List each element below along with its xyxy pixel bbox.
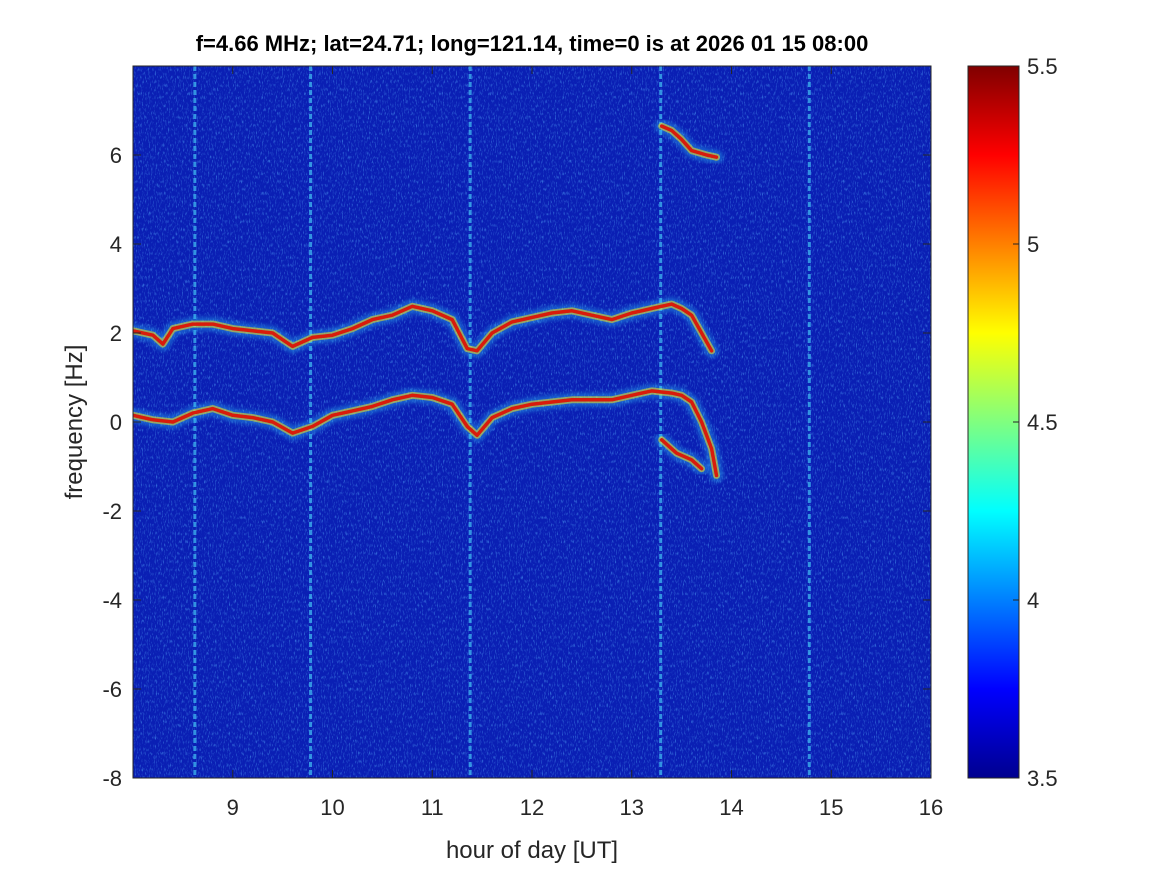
colorbar-tick-label: 5 [1027,232,1039,257]
x-tick-label: 13 [620,795,644,820]
x-tick-label: 16 [919,795,943,820]
x-axis-ticks: 9 10 11 12 13 14 15 16 [227,66,943,820]
x-tick-label: 10 [320,795,344,820]
colorbar [967,65,1020,779]
x-tick-label: 14 [719,795,743,820]
x-axis-label: hour of day [UT] [446,837,618,864]
x-tick-label: 11 [421,795,444,820]
y-tick-label: -4 [102,588,122,613]
trace-core [659,438,704,471]
y-tick-label: -8 [102,766,122,791]
x-tick-label: 12 [520,795,544,820]
colorbar-tick-label: 4 [1027,588,1039,613]
doppler-trace [133,383,724,483]
x-tick-label: 9 [227,795,239,820]
colorbar-tick-label: 4.5 [1027,410,1058,435]
x-tick-label: 15 [819,795,843,820]
trace-core [133,302,714,353]
y-tick-label: 0 [110,410,122,435]
doppler-trace [654,119,724,165]
y-axis-ticks: -8 -6 -4 -2 0 2 4 6 [102,143,931,791]
y-tick-label: -6 [102,677,122,702]
doppler-traces [133,119,724,483]
y-tick-label: -2 [102,499,122,524]
colorbar-tick-label: 3.5 [1027,766,1058,791]
trace-core [133,389,719,478]
doppler-trace [654,432,709,476]
colorbar-tick-label: 5.5 [1027,54,1058,79]
y-tick-label: 6 [110,143,122,168]
chart-title: f=4.66 MHz; lat=24.71; long=121.14, time… [196,31,869,56]
trace-core [659,124,719,159]
y-tick-label: 2 [110,321,122,346]
spectrogram-plot [133,66,931,778]
colorbar-ticks: 3.5 4 4.5 5 5.5 [1013,54,1058,791]
doppler-trace [133,297,719,358]
y-axis-label: frequency [Hz] [61,345,88,500]
y-tick-label: 4 [110,232,122,257]
